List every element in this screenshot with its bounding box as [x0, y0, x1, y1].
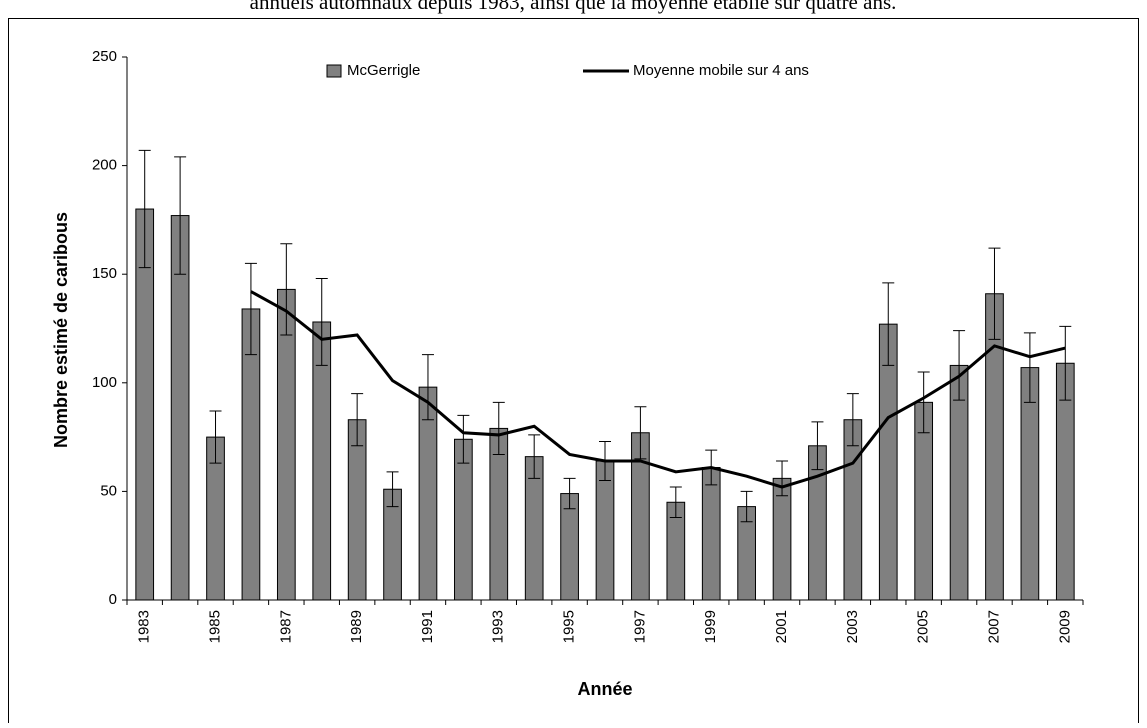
error-bar: [138, 149, 151, 269]
error-bar: [882, 282, 895, 366]
error-bar: [634, 406, 647, 460]
legend-label: Moyenne mobile sur 4 ans: [633, 62, 809, 79]
x-tick-label: 2007: [985, 610, 1002, 643]
y-tick-label: 0: [109, 591, 117, 608]
error-bar: [174, 156, 187, 275]
error-bar: [1023, 332, 1036, 403]
error-bar: [846, 393, 859, 447]
y-axis-title: Nombre estimé de caribous: [51, 212, 71, 448]
error-bar: [421, 354, 434, 421]
error-bar: [492, 401, 505, 455]
x-tick-label: 2009: [1056, 610, 1073, 643]
legend-swatch: [326, 64, 342, 78]
x-tick-label: 2005: [915, 610, 932, 643]
error-bar: [563, 477, 576, 510]
y-tick-label: 200: [92, 157, 117, 174]
y-tick-label: 50: [100, 482, 117, 499]
x-tick-label: 1995: [561, 610, 578, 643]
x-tick-label: 1993: [490, 610, 507, 643]
error-bar: [315, 278, 328, 366]
error-bar: [280, 243, 293, 336]
error-bar: [244, 262, 257, 356]
error-bar: [988, 247, 1001, 340]
x-tick-label: 1989: [348, 610, 365, 643]
error-bar: [386, 471, 399, 508]
bar: [560, 493, 579, 601]
x-tick-label: 1999: [702, 610, 719, 643]
line: [250, 290, 1066, 489]
frame: [8, 18, 1139, 728]
legend-label: McGerrigle: [347, 62, 420, 79]
error-bar: [528, 434, 541, 479]
x-tick-label: 2001: [773, 610, 790, 643]
y-tick-label: 150: [92, 265, 117, 282]
bar: [347, 419, 367, 601]
error-bar: [776, 460, 789, 497]
bar: [843, 419, 863, 601]
error-bar: [669, 486, 682, 518]
x-tick-label: 1997: [631, 610, 648, 643]
bar: [276, 288, 296, 601]
x-tick-label: 2003: [844, 610, 861, 643]
bar: [595, 460, 615, 601]
error-bar: [740, 490, 753, 523]
error-bar: [811, 421, 824, 471]
error-bar: [917, 371, 930, 434]
x-tick-label: 1985: [206, 610, 223, 643]
x-tick-label: 1987: [277, 610, 294, 643]
error-bar: [953, 330, 966, 401]
error-bar: [351, 393, 364, 447]
bar: [701, 467, 721, 601]
error-bar: [457, 414, 470, 464]
y-tick-label: 250: [92, 48, 117, 65]
error-bar: [209, 410, 222, 464]
error-bar: [1059, 325, 1072, 401]
x-tick-label: 1983: [136, 610, 153, 643]
caption: annuels automnaux depuis 1983, ainsi que…: [250, 0, 897, 14]
bar: [772, 477, 792, 601]
y-tick-label: 100: [92, 374, 117, 391]
x-axis-title: Année: [577, 679, 632, 699]
x-tick-label: 1991: [419, 610, 436, 643]
